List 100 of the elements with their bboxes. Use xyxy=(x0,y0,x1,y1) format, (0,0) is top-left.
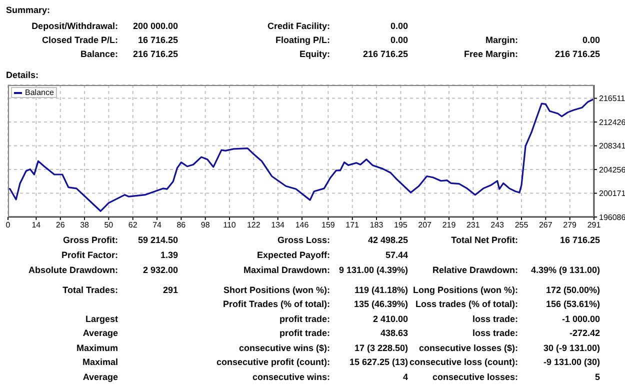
text: 16 716.25 xyxy=(560,234,600,247)
text: consecutive loss (count): xyxy=(409,356,518,369)
text: consecutive losses ($): xyxy=(418,342,518,355)
text: 2 410.00 xyxy=(372,313,408,326)
x-tick-label: 219 xyxy=(442,220,456,230)
text: Short Positions (won %): xyxy=(224,284,330,297)
text: Largest xyxy=(85,313,118,326)
text: Details: xyxy=(6,69,39,82)
x-tick-label: 98 xyxy=(200,220,210,230)
text: Expected Payoff: xyxy=(256,249,330,262)
text: loss trade: xyxy=(472,313,518,326)
x-tick-label: 134 xyxy=(271,220,286,230)
text: Margin: xyxy=(486,34,518,47)
x-tick-label: 62 xyxy=(128,220,138,230)
text: Equity: xyxy=(300,48,330,61)
x-tick-label: 0 xyxy=(6,220,11,230)
y-tick-label: 200171 xyxy=(599,189,625,198)
text: 4.39% (9 131.00) xyxy=(530,264,600,277)
text: Average xyxy=(82,371,118,384)
y-tick-label: 212426 xyxy=(599,118,625,127)
x-tick-label: 50 xyxy=(104,220,114,230)
text: Maximal xyxy=(82,356,118,369)
text: Gross Profit: xyxy=(62,234,118,247)
text: consecutive wins: xyxy=(252,371,330,384)
text: consecutive wins ($): xyxy=(238,342,330,355)
text: 57.44 xyxy=(385,249,408,262)
text: Profit Factor: xyxy=(61,249,118,262)
text: 216 716.25 xyxy=(554,48,600,61)
text: Average xyxy=(82,327,118,340)
text: 119 (41.18%) xyxy=(354,284,408,297)
text: Gross Loss: xyxy=(277,234,330,247)
text: Profit Trades (% of total): xyxy=(222,298,330,311)
text: Maximum xyxy=(76,342,118,355)
text: profit trade: xyxy=(280,313,330,326)
text: 4 xyxy=(402,371,408,384)
text: profit trade: xyxy=(280,327,330,340)
text: 2 932.00 xyxy=(142,264,178,277)
x-tick-label: 267 xyxy=(538,220,553,230)
x-tick-label: 255 xyxy=(514,220,529,230)
text: 0.00 xyxy=(582,34,600,47)
text: Floating P/L: xyxy=(276,34,330,47)
text: 0.00 xyxy=(390,34,408,47)
text: Loss trades (% of total): xyxy=(415,298,518,311)
text: 216 716.25 xyxy=(362,48,408,61)
y-tick-label: 196086 xyxy=(599,212,625,222)
text: 17 (3 228.50) xyxy=(354,342,408,355)
x-tick-label: 110 xyxy=(223,220,236,230)
x-tick-label: 279 xyxy=(563,220,578,230)
x-tick-label: 243 xyxy=(490,220,505,230)
text: Free Margin: xyxy=(464,48,518,61)
x-tick-label: 86 xyxy=(176,220,186,230)
x-tick-label: 26 xyxy=(56,220,66,230)
text: 438.63 xyxy=(380,327,408,340)
text: -1 000.00 xyxy=(562,313,600,326)
text: loss trade: xyxy=(472,327,518,340)
text: Total Net Profit: xyxy=(451,234,518,247)
text: Maximal Drawdown: xyxy=(243,264,330,277)
text: 1.39 xyxy=(160,249,178,262)
text: Relative Drawdown: xyxy=(432,264,518,277)
x-tick-label: 195 xyxy=(394,220,408,230)
text: 0.00 xyxy=(390,20,408,33)
x-tick-label: 74 xyxy=(152,220,162,230)
text: Deposit/Withdrawal: xyxy=(32,20,118,33)
text: consecutive profit (count): xyxy=(216,356,330,369)
text: 16 716.25 xyxy=(138,34,178,47)
y-tick-label: 216511 xyxy=(599,94,625,104)
text: 9 131.00 (4.39%) xyxy=(338,264,408,277)
text: 291 xyxy=(162,284,178,297)
text: 135 (46.39%) xyxy=(354,298,408,311)
text: Summary: xyxy=(6,4,50,17)
x-tick-label: 183 xyxy=(370,220,384,230)
text: 156 (53.61%) xyxy=(546,298,600,311)
text: Absolute Drawdown: xyxy=(28,264,118,277)
text: Balance: xyxy=(80,48,118,61)
x-tick-label: 14 xyxy=(32,220,42,230)
text: Long Positions (won %): xyxy=(413,284,518,297)
text: 172 (50.00%) xyxy=(546,284,600,297)
text: Closed Trade P/L: xyxy=(42,34,118,47)
x-tick-label: 231 xyxy=(466,220,480,230)
text: 59 214.50 xyxy=(138,234,178,247)
text: 200 000.00 xyxy=(132,20,178,33)
x-tick-label: 291 xyxy=(587,220,602,230)
x-tick-label: 146 xyxy=(295,220,310,230)
text: 42 498.25 xyxy=(368,234,408,247)
text: -9 131.00 (30) xyxy=(543,356,600,369)
y-tick-label: 204256 xyxy=(599,165,625,174)
x-tick-label: 122 xyxy=(246,220,261,230)
text: Credit Facility: xyxy=(267,20,330,33)
text: 30 (-9 131.00) xyxy=(543,342,600,355)
text: -272.42 xyxy=(569,327,600,340)
y-tick-label: 208341 xyxy=(599,142,625,151)
text: consecutive losses: xyxy=(432,371,518,384)
text: 5 xyxy=(594,371,600,384)
text: 216 716.25 xyxy=(132,48,178,61)
x-tick-label: 38 xyxy=(80,220,90,230)
x-tick-label: 207 xyxy=(418,220,432,230)
x-tick-label: 171 xyxy=(346,220,360,230)
x-tick-label: 159 xyxy=(322,220,336,230)
legend-label: Balance xyxy=(25,88,54,97)
text: Total Trades: xyxy=(62,284,118,297)
